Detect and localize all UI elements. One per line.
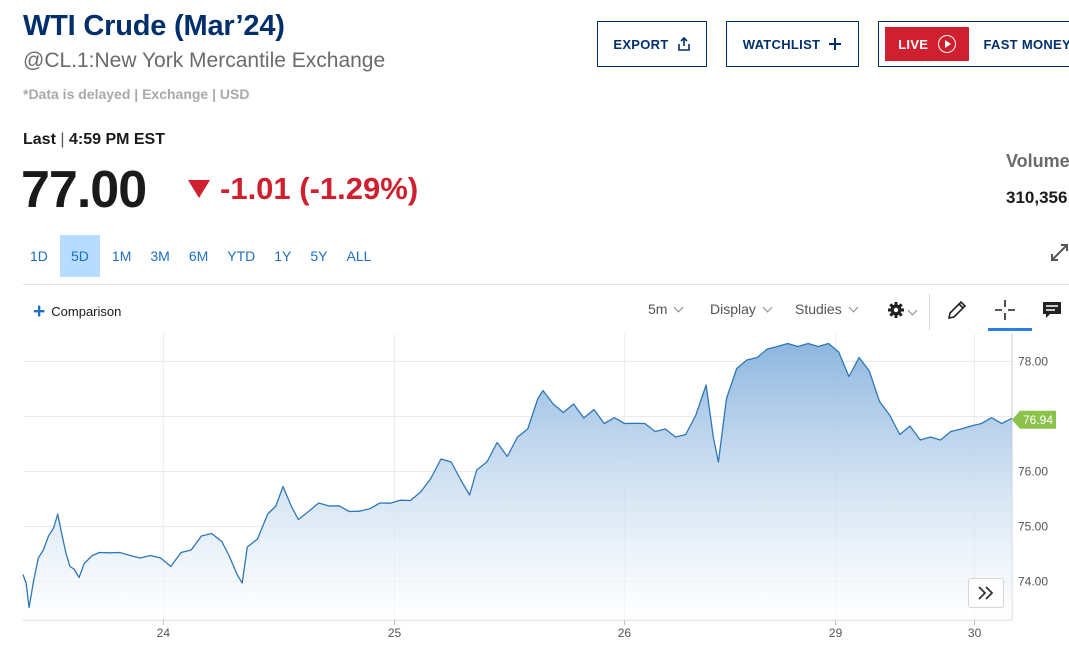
play-icon: [938, 35, 957, 53]
page-title: WTI Crude (Mar’24): [23, 10, 285, 42]
last-price: 77.00: [21, 161, 147, 219]
export-button[interactable]: EXPORT: [597, 21, 707, 67]
x-tick-label: 30: [968, 626, 982, 640]
price-change: -1.01 (-1.29%): [188, 171, 418, 207]
toolbar-separator: [929, 294, 930, 330]
y-tick-label: 74.00: [1018, 575, 1048, 589]
price-change-value: -1.01 (-1.29%): [220, 171, 419, 206]
range-1d[interactable]: 1D: [30, 248, 48, 264]
plus-icon: +: [33, 299, 46, 323]
plus-icon: [829, 38, 842, 50]
crosshair-icon: [995, 300, 1015, 320]
expand-icon[interactable]: [1050, 243, 1069, 262]
live-label: LIVE: [898, 36, 929, 52]
current-value-label: 76.94: [1023, 413, 1053, 427]
x-tick-label: 26: [618, 626, 632, 640]
comment-icon: [1043, 302, 1061, 318]
range-1m[interactable]: 1M: [111, 248, 132, 264]
range-ytd[interactable]: YTD: [227, 248, 256, 264]
x-tick-label: 29: [829, 626, 843, 640]
chevron-down-icon: [848, 302, 859, 313]
display-label: Display: [710, 301, 756, 317]
pencil-icon: [947, 300, 967, 320]
live-fast-money-button[interactable]: LIVE FAST MONEY: [878, 21, 1069, 67]
x-tick-label: 24: [157, 626, 171, 640]
interval-value: 5m: [648, 301, 668, 317]
comparison-button[interactable]: + Comparison: [33, 299, 122, 323]
y-tick-label: 75.00: [1018, 520, 1048, 534]
live-badge: LIVE: [885, 27, 970, 61]
range-5y[interactable]: 5Y: [310, 248, 328, 264]
section-divider: [23, 284, 1069, 285]
range-all[interactable]: ALL: [346, 248, 372, 264]
chevron-down-icon: [674, 302, 684, 313]
price-line: [22, 342, 1013, 609]
draw-tool-button[interactable]: [943, 296, 971, 324]
current-value-badge: [1012, 410, 1056, 429]
studies-label: Studies: [795, 301, 842, 317]
active-tool-indicator: [988, 328, 1032, 331]
gear-icon: [888, 302, 904, 318]
display-dropdown[interactable]: Display: [710, 301, 773, 317]
watchlist-label: WATCHLIST: [742, 36, 821, 52]
watchlist-button[interactable]: WATCHLIST: [726, 21, 859, 67]
annotation-tool-button[interactable]: [1038, 296, 1066, 324]
studies-dropdown[interactable]: Studies: [795, 301, 859, 317]
export-label: EXPORT: [613, 36, 669, 52]
settings-dropdown[interactable]: [882, 296, 910, 324]
y-tick-label: 76.00: [1018, 465, 1048, 479]
comparison-label: Comparison: [51, 304, 122, 319]
time-range-selector: 1D 5D 1M 3M 6M YTD 1Y 5Y ALL: [23, 235, 383, 277]
volume-value: 310,356: [1006, 188, 1068, 207]
exchange-subtitle: @CL.1:New York Mercantile Exchange: [23, 49, 386, 72]
chevron-down-icon: [762, 302, 773, 313]
range-6m[interactable]: 6M: [188, 248, 209, 264]
crosshair-tool-button[interactable]: [991, 296, 1019, 324]
price-area: [23, 343, 1012, 620]
double-chevron-right-icon: [978, 586, 994, 600]
share-icon: [677, 37, 690, 51]
y-tick-label: 78.00: [1018, 355, 1048, 369]
volume-label: Volume: [1006, 151, 1069, 171]
interval-dropdown[interactable]: 5m: [648, 301, 684, 317]
fast-money-label: FAST MONEY: [983, 36, 1069, 52]
data-delay-note: *Data is delayed | Exchange | USD: [23, 86, 250, 102]
last-trade-label: Last | 4:59 PM EST: [23, 131, 165, 148]
range-5d[interactable]: 5D: [59, 235, 100, 277]
range-1y[interactable]: 1Y: [274, 248, 292, 264]
scroll-right-button[interactable]: [968, 578, 1004, 608]
down-arrow-icon: [188, 180, 210, 198]
x-tick-label: 25: [388, 626, 402, 640]
range-3m[interactable]: 3M: [150, 248, 170, 264]
